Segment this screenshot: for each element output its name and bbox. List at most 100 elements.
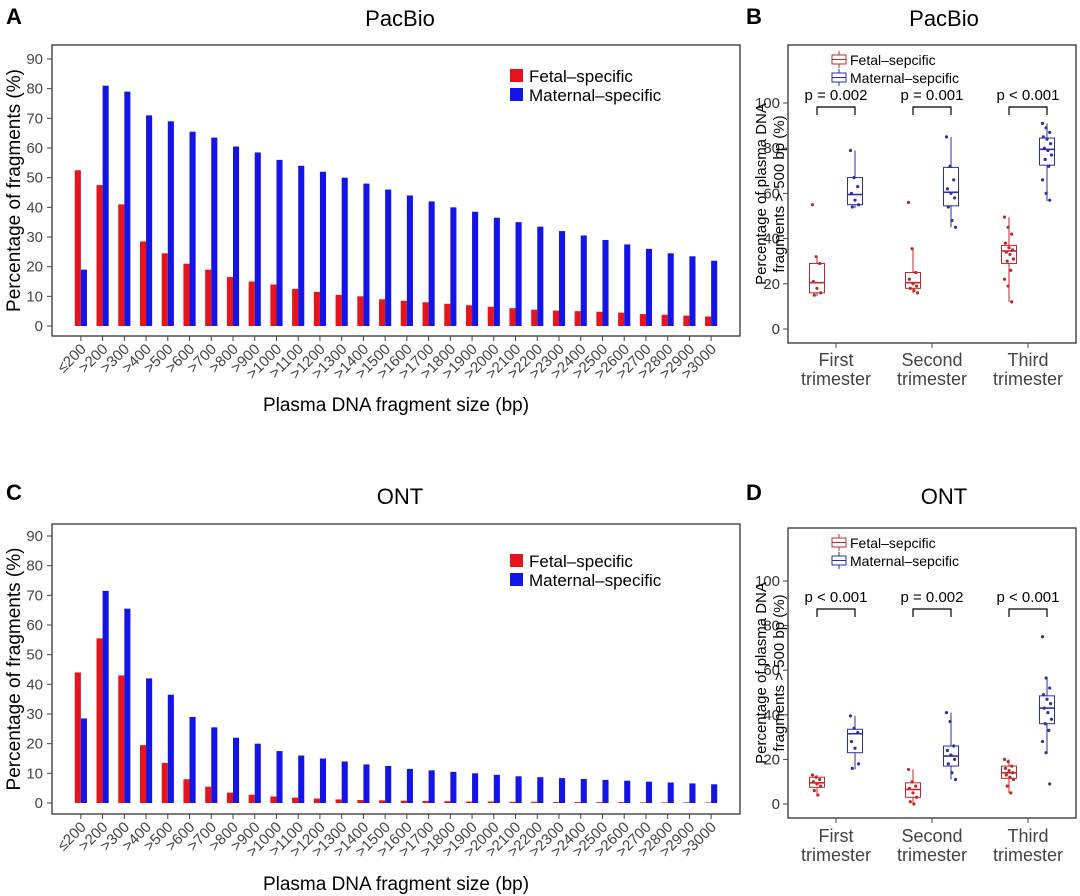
data-point-maternal [849,191,854,195]
data-point-fetal [814,775,818,779]
data-point-maternal [1045,137,1049,141]
bar-fetal [552,310,559,326]
data-point-maternal [948,719,952,724]
data-point-fetal [1010,232,1014,236]
data-point-maternal [1041,135,1045,139]
data-point-maternal [849,739,854,744]
bar-fetal [118,204,125,326]
data-point-fetal [1008,775,1012,779]
bar-fetal [639,314,646,326]
legend-swatch-maternal [510,573,523,586]
plot-frame [51,44,741,337]
data-point-maternal [1049,702,1053,706]
data-point-fetal [1010,300,1014,304]
y-tick-label: 30 [26,229,43,246]
data-point-fetal [1011,771,1015,775]
data-point-fetal [1007,246,1011,250]
data-point-maternal [1045,697,1049,701]
bar-maternal [233,146,240,326]
bar-maternal [276,751,283,803]
significance-bracket [1008,106,1048,115]
group-label: First [819,350,854,370]
bar-maternal [450,207,457,326]
y-tick-label: 40 [26,199,43,216]
y-tick-label: 40 [763,231,780,248]
data-point-fetal [816,793,820,797]
bar-fetal [400,300,407,326]
bar-fetal [96,638,103,803]
bar-maternal [102,85,109,326]
data-point-fetal [1002,277,1007,281]
legend-swatch-fetal [510,69,523,82]
data-point-maternal [1043,722,1047,726]
group-label: trimester [993,845,1063,865]
bar-fetal [487,801,494,803]
data-point-fetal [819,784,823,788]
data-point-maternal [852,726,856,730]
data-point-maternal [945,748,950,753]
bar-maternal [146,115,153,326]
box-fetal [809,262,825,294]
data-point-maternal [944,135,949,139]
group-label: trimester [993,369,1063,389]
bar-fetal [74,170,81,326]
data-point-maternal [949,191,953,195]
data-point-fetal [915,795,919,799]
bar-maternal [254,152,261,326]
data-point-maternal [1049,153,1054,157]
bar-fetal [465,801,473,803]
bar-fetal [509,308,516,326]
data-point-maternal [1048,782,1052,786]
bar-fetal [552,802,559,803]
bar-maternal [363,183,370,326]
data-point-maternal [1040,121,1045,125]
bar-fetal [161,253,168,326]
data-point-fetal [1011,248,1015,252]
y-tick-label: 80 [763,618,780,635]
data-point-fetal [1005,784,1009,788]
y-tick-label: 0 [35,795,43,812]
chart-title: PacBio [909,6,979,31]
bar-maternal [406,195,413,326]
y-tick-label: 100 [755,95,780,112]
legend-label-fetal: Fetal–specific [529,67,633,86]
data-point-fetal [1003,766,1008,770]
y-axis-label: fragments > 500 bp (%) [771,115,788,272]
p-value-label: p = 0.001 [901,87,964,104]
bar-fetal [205,786,212,803]
data-point-maternal [944,710,949,715]
bar-fetal [335,294,342,326]
bar-maternal [341,177,348,326]
data-point-maternal [1040,178,1045,182]
data-point-fetal [811,279,816,284]
y-tick-label: 40 [763,707,780,724]
x-axis-label: Plasma DNA fragment size (bp) [263,395,529,416]
bar-maternal [428,201,435,326]
bar-fetal [683,802,690,803]
y-axis-label: Percentage of fragments (%) [4,548,25,791]
bar-maternal [711,784,718,803]
data-point-fetal [1011,257,1016,261]
bar-maternal [124,608,131,803]
data-point-fetal [1008,252,1012,257]
group-label: trimester [897,845,967,865]
data-point-maternal [1046,710,1050,715]
data-point-fetal [912,802,916,806]
data-point-fetal [810,203,815,207]
data-point-maternal [952,744,956,748]
p-value-label: p < 0.001 [805,589,868,606]
group-label: trimester [897,369,967,389]
group-label: First [819,826,854,846]
data-point-maternal [950,218,954,223]
group-label: Third [1007,826,1048,846]
y-axis-label: Percentage of plasma DNA [753,103,770,285]
bar-maternal [645,248,653,326]
bar-fetal [422,302,429,326]
bar-chart-pacbio: PacBio0102030405060708090≤200>200>300>40… [4,6,741,416]
legend-label-fetal: Fetal–sepcific [850,52,936,68]
bar-fetal [270,284,277,326]
bar-fetal [379,299,386,326]
data-point-maternal [1048,198,1052,202]
group-label: trimester [801,369,871,389]
bar-maternal [146,678,153,803]
